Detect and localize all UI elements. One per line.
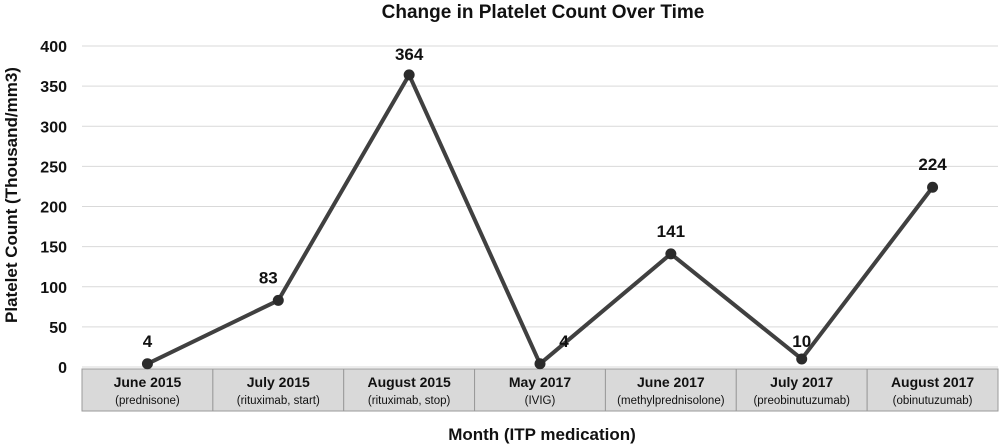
- x-tick-label: July 2015: [247, 374, 310, 390]
- category-cell: [604, 368, 737, 412]
- x-tick-sublabel: (prednisone): [115, 395, 180, 407]
- category-cell: [212, 368, 345, 412]
- data-point: [534, 358, 546, 370]
- x-tick-label: May 2017: [509, 374, 571, 390]
- data-label: 224: [918, 155, 947, 174]
- data-label: 141: [657, 222, 685, 241]
- category-cell: [866, 368, 999, 412]
- x-tick-sublabel: (obinutuzumab): [893, 395, 973, 407]
- x-tick-sublabel: (rituximab, stop): [368, 395, 451, 407]
- series-platelet-count: [141, 69, 939, 370]
- data-point: [665, 248, 677, 260]
- x-tick-sublabel: (rituximab, start): [237, 395, 320, 407]
- data-point: [403, 69, 415, 81]
- data-label: 10: [792, 332, 811, 351]
- y-axis-label: Platelet Count (Thousand/mm3): [2, 67, 21, 323]
- x-tick-label: August 2017: [891, 374, 974, 390]
- data-point: [927, 181, 939, 193]
- data-label: 83: [259, 268, 278, 287]
- data-point: [796, 353, 808, 365]
- y-axis-ticks: 0 50 100 150 200 250 300 350 400: [40, 39, 67, 377]
- chart-title: Change in Platelet Count Over Time: [382, 2, 705, 23]
- y-tick-label-0: 0: [58, 360, 67, 377]
- x-axis-categories: June 2015 (prednisone) July 2015 (rituximab…: [81, 368, 999, 412]
- data-point: [141, 358, 153, 370]
- y-tick-label-100: 100: [40, 280, 67, 297]
- y-tick-label-250: 250: [40, 159, 67, 176]
- y-tick-label-300: 300: [40, 119, 67, 136]
- category-cell: [735, 368, 868, 412]
- x-tick-sublabel: (IVIG): [525, 395, 556, 407]
- x-tick-label: July 2017: [770, 374, 833, 390]
- gridlines: [82, 45, 998, 368]
- x-tick-label: June 2017: [637, 374, 705, 390]
- y-tick-label-350: 350: [40, 79, 67, 96]
- y-tick-label-400: 400: [40, 39, 67, 56]
- data-point: [272, 294, 284, 306]
- y-tick-label-50: 50: [49, 320, 67, 337]
- data-label: 4: [559, 332, 569, 351]
- x-tick-label: August 2015: [368, 374, 451, 390]
- x-axis-label: Month (ITP medication): [448, 425, 636, 444]
- x-tick-label: June 2015: [114, 374, 182, 390]
- data-labels: 4 83 364 4 141 10 224: [143, 45, 948, 351]
- category-cell: [343, 368, 476, 412]
- data-label: 4: [143, 332, 153, 351]
- y-tick-label-200: 200: [40, 200, 67, 217]
- series-line: [146, 72, 935, 366]
- y-tick-label-150: 150: [40, 240, 67, 257]
- category-cell: [474, 368, 606, 412]
- x-tick-sublabel: (methylprednisolone): [617, 395, 725, 407]
- data-label: 364: [395, 45, 424, 64]
- x-tick-sublabel: (preobinutuzumab): [753, 395, 850, 407]
